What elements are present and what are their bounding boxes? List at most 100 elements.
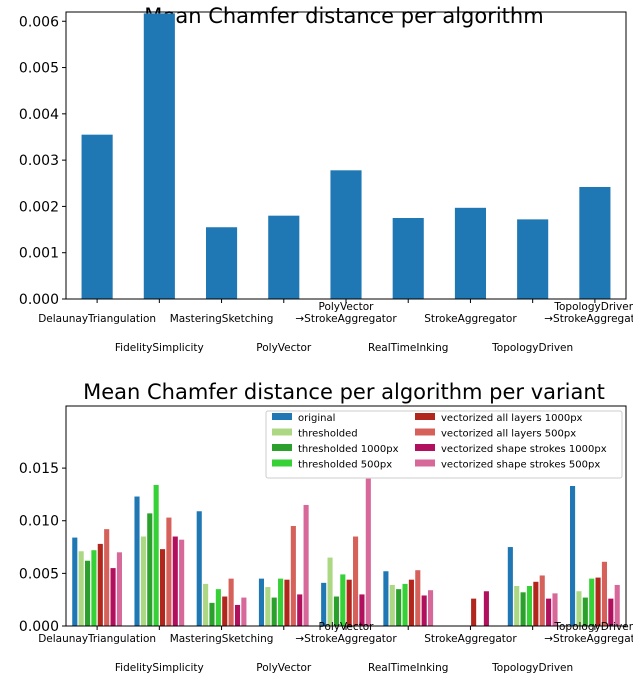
y-tick-label: 0.000 [19, 292, 59, 308]
x-tick-label-topology-driven: TopologyDriven [491, 342, 573, 354]
x-tick-label-to-stroke-aggregator: →StrokeAggregator [295, 313, 397, 325]
bar-vectorized-shape-strokes-500px-real-time-inking [427, 590, 434, 626]
bar-vectorized-shape-strokes-1000px-topology-driven-to-stroke-aggregator [608, 598, 614, 626]
bar-thresholded-500px-delaunay-triangulation [91, 550, 97, 626]
legend-swatch-thresholded [272, 428, 292, 436]
bar-fidelity-simplicity [143, 13, 175, 300]
bar-original-poly-vector [258, 578, 265, 626]
y-tick-label: 0.006 [19, 14, 59, 30]
x-tick-label-stroke-aggregator: StrokeAggregator [424, 633, 517, 645]
x-tick-label-real-time-inking: RealTimeInking [368, 662, 448, 674]
legend-swatch-thresholded-1000px [272, 444, 292, 451]
bar-thresholded-500px-real-time-inking [402, 583, 408, 626]
bar-vectorized-all-layers-1000px-topology-driven [533, 581, 539, 626]
bar-vectorized-shape-strokes-500px-poly-vector-to-stroke-aggregator [365, 478, 371, 626]
bar-thresholded-500px-poly-vector [278, 578, 284, 626]
x-tick-label-poly-vector: PolyVector [256, 662, 312, 674]
bar-vectorized-shape-strokes-1000px-real-time-inking [421, 595, 427, 626]
x-tick-label-to-stroke-aggregator: →StrokeAggregator [544, 313, 633, 325]
bar-original-topology-driven [507, 547, 513, 626]
chart-per-algorithm: Mean Chamfer distance per algorithm 0.00… [19, 4, 633, 354]
x-tick-label-delaunay-triangulation: DelaunayTriangulation [38, 313, 156, 325]
bar-vectorized-all-layers-500px-poly-vector-to-stroke-aggregator [353, 536, 359, 626]
bar-original-fidelity-simplicity [134, 496, 140, 626]
legend-entry-thresholded-500px: thresholded 500px [298, 460, 392, 471]
bar-topology-driven-to-stroke-aggregator [579, 186, 611, 299]
bar-vectorized-all-layers-1000px-fidelity-simplicity [159, 549, 166, 626]
bars [72, 478, 620, 626]
legend-swatch-vectorized-shape-strokes-500px [415, 459, 435, 467]
legend-entry-thresholded: thresholded [298, 429, 358, 440]
x-tick-label-topology-driven: TopologyDriven [491, 662, 573, 674]
bar-vectorized-shape-strokes-1000px-mastering-sketching [234, 604, 241, 626]
chart-title: Mean Chamfer distance per algorithm per … [83, 380, 605, 404]
y-tick-label: 0.001 [19, 246, 59, 262]
x-tick-label-poly-vector: PolyVector [319, 621, 375, 633]
x-tick-label-mastering-sketching: MasteringSketching [170, 633, 274, 645]
bar-original-delaunay-triangulation [72, 537, 78, 626]
bar-original-poly-vector-to-stroke-aggregator [321, 582, 327, 626]
bar-vectorized-shape-strokes-500px-mastering-sketching [241, 597, 247, 626]
bar-thresholded-500px-topology-driven [526, 586, 533, 626]
bar-vectorized-all-layers-500px-topology-driven [539, 575, 545, 626]
axes: 0.000 0.001 0.002 0.003 0.004 0.005 0.006 Delau… [19, 11, 633, 354]
y-tick-label: 0.010 [19, 514, 59, 530]
bar-thresholded-topology-driven-to-stroke-aggregator [576, 591, 582, 626]
bar-vectorized-shape-strokes-1000px-topology-driven [546, 598, 552, 626]
bar-thresholded-500px-mastering-sketching [215, 589, 221, 626]
bar-vectorized-shape-strokes-500px-topology-driven-to-stroke-aggregator [614, 584, 620, 626]
bar-poly-vector [268, 215, 300, 299]
bar-vectorized-all-layers-1000px-topology-driven-to-stroke-aggregator [595, 577, 601, 626]
bar-vectorized-shape-strokes-1000px-poly-vector-to-stroke-aggregator [359, 594, 365, 626]
bar-thresholded-mastering-sketching [203, 583, 209, 626]
bar-vectorized-all-layers-1000px-real-time-inking [408, 579, 414, 626]
x-tick-label-to-stroke-aggregator: →StrokeAggregator [544, 633, 633, 645]
bar-thresholded-500px-topology-driven-to-stroke-aggregator [589, 578, 595, 626]
bar-vectorized-all-layers-500px-poly-vector [290, 526, 296, 626]
bar-topology-driven [517, 219, 549, 299]
bar-vectorized-shape-strokes-1000px-delaunay-triangulation [110, 568, 116, 626]
x-tick-label-poly-vector: PolyVector [319, 301, 375, 313]
bar-thresholded-1000px-poly-vector-to-stroke-aggregator [333, 596, 339, 626]
legend-swatch-vectorized-shape-strokes-1000px [415, 444, 435, 451]
bar-thresholded-delaunay-triangulation [78, 551, 84, 626]
x-tick-label-topology-driven: TopologyDriven [553, 301, 633, 313]
bar-thresholded-1000px-topology-driven [520, 592, 526, 626]
y-tick-label: 0.003 [19, 153, 59, 169]
legend-entry-vectorized-shape-strokes-500px: vectorized shape strokes 500px [441, 460, 600, 471]
bar-thresholded-1000px-mastering-sketching [209, 602, 215, 626]
y-tick-label: 0.004 [19, 107, 59, 123]
bar-thresholded-500px-poly-vector-to-stroke-aggregator [340, 574, 346, 626]
y-tick-label: 0.002 [19, 199, 59, 215]
bar-stroke-aggregator [454, 207, 486, 299]
bar-thresholded-1000px-topology-driven-to-stroke-aggregator [582, 597, 588, 626]
y-tick-label: 0.015 [19, 461, 59, 477]
legend-entry-original: original [298, 413, 335, 424]
legend-entry-vectorized-all-layers-500px: vectorized all layers 500px [441, 429, 576, 440]
bar-vectorized-all-layers-1000px-poly-vector-to-stroke-aggregator [346, 579, 352, 626]
bar-vectorized-all-layers-1000px-delaunay-triangulation [97, 543, 103, 626]
bar-thresholded-1000px-fidelity-simplicity [147, 513, 153, 626]
chart-title: Mean Chamfer distance per algorithm [144, 4, 543, 28]
x-tick-label-fidelity-simplicity: FidelitySimplicity [115, 662, 204, 674]
bar-thresholded-1000px-delaunay-triangulation [84, 560, 91, 626]
bar-thresholded-topology-driven [514, 586, 520, 626]
legend-swatch-original [272, 413, 292, 420]
bar-vectorized-shape-strokes-500px-fidelity-simplicity [179, 539, 185, 626]
bar-vectorized-shape-strokes-1000px-poly-vector [297, 594, 303, 626]
bar-thresholded-poly-vector-to-stroke-aggregator [327, 557, 333, 626]
bar-vectorized-all-layers-1000px-poly-vector [284, 579, 290, 626]
legend-entry-vectorized-shape-strokes-1000px: vectorized shape strokes 1000px [441, 444, 607, 455]
y-tick-label: 0.005 [19, 61, 59, 77]
bar-vectorized-shape-strokes-500px-delaunay-triangulation [116, 552, 122, 626]
bar-mastering-sketching [206, 227, 238, 299]
bar-vectorized-all-layers-1000px-mastering-sketching [222, 596, 228, 626]
bar-thresholded-poly-vector [265, 587, 271, 626]
legend-swatch-vectorized-all-layers-500px [415, 428, 435, 436]
legend-swatch-vectorized-all-layers-1000px [415, 413, 435, 420]
bar-vectorized-all-layers-500px-topology-driven-to-stroke-aggregator [601, 561, 608, 626]
bar-thresholded-500px-fidelity-simplicity [153, 484, 159, 626]
axes: 0.000 0.005 0.010 0.015 DelaunayTriangulatio… [19, 405, 633, 674]
bars [81, 13, 611, 300]
